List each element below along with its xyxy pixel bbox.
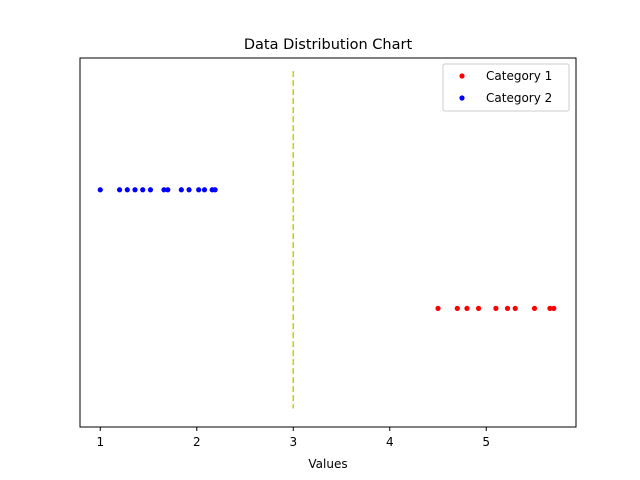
data-point-category-1 bbox=[475, 305, 482, 311]
legend-label-category-1: Category 1 bbox=[486, 69, 552, 83]
data-point-category-2 bbox=[178, 187, 184, 193]
data-point-category-2 bbox=[212, 187, 218, 193]
data-point-category-1 bbox=[504, 305, 511, 311]
data-point-category-2 bbox=[124, 187, 130, 193]
data-point-category-1 bbox=[512, 305, 518, 311]
data-point-category-1 bbox=[531, 305, 538, 311]
legend-marker-category-2 bbox=[459, 95, 465, 101]
x-tick-label: 1 bbox=[96, 435, 104, 449]
data-point-category-2 bbox=[201, 187, 208, 193]
data-point-category-2 bbox=[165, 187, 171, 193]
data-point-category-1 bbox=[551, 305, 557, 311]
x-axis-label: Values bbox=[308, 457, 347, 471]
x-tick-label: 5 bbox=[482, 435, 490, 449]
legend-box bbox=[442, 63, 570, 112]
data-point-category-1 bbox=[435, 305, 441, 311]
data-point-category-1 bbox=[454, 305, 460, 311]
x-tick-label: 3 bbox=[289, 435, 297, 449]
data-point-category-1 bbox=[464, 305, 470, 311]
data-point-category-2 bbox=[140, 187, 146, 193]
data-point-category-2 bbox=[116, 187, 123, 193]
data-point-category-2 bbox=[97, 187, 103, 193]
data-point-category-1 bbox=[547, 305, 553, 311]
x-tick-label: 2 bbox=[193, 435, 201, 449]
data-point-category-2 bbox=[132, 187, 138, 193]
plot-frame bbox=[79, 57, 577, 428]
x-tick-label: 4 bbox=[386, 435, 394, 449]
legend-marker-category-1 bbox=[459, 73, 465, 79]
data-point-category-1 bbox=[493, 305, 499, 311]
data-point-category-2 bbox=[161, 187, 167, 193]
data-point-category-2 bbox=[196, 187, 202, 193]
data-point-category-2 bbox=[147, 187, 154, 193]
chart-title: Data Distribution Chart bbox=[244, 37, 413, 53]
legend: Category 1 Category 2 bbox=[442, 63, 570, 112]
plot-area bbox=[80, 58, 576, 427]
legend-label-category-2: Category 2 bbox=[486, 91, 552, 105]
data-point-category-2 bbox=[186, 187, 192, 193]
